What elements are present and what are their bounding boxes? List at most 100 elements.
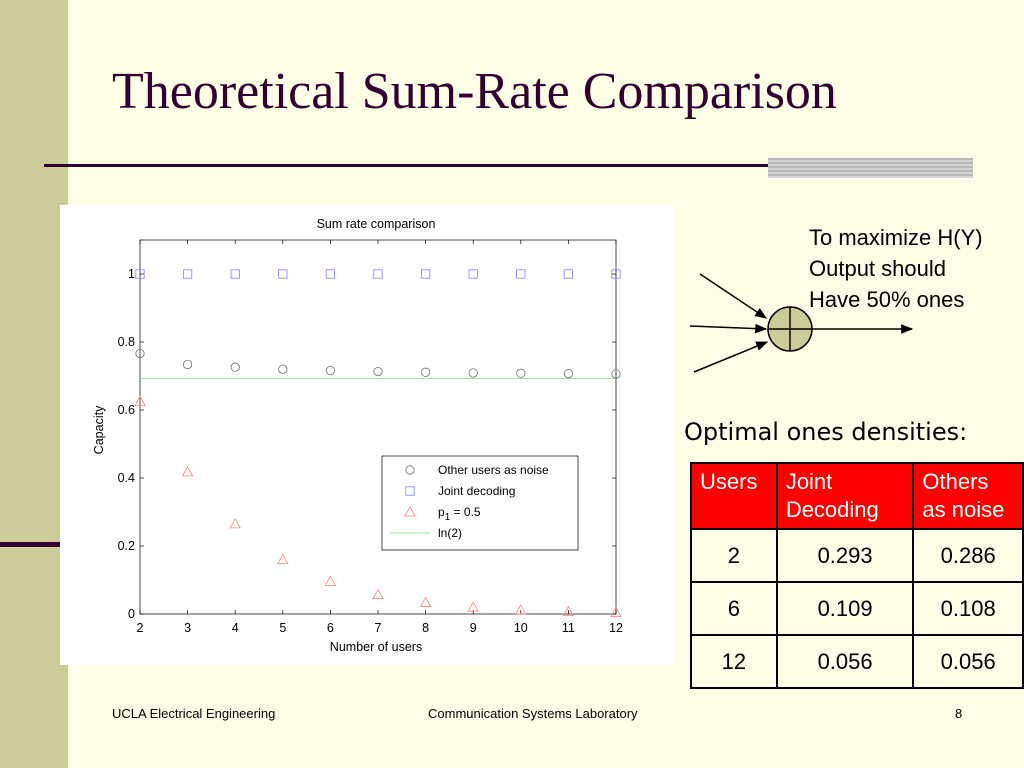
input-arrow-1	[699, 273, 767, 319]
header-others-as-noise: Others as noise	[912, 462, 1024, 530]
triangle-data-point	[229, 518, 241, 529]
square-data-point	[183, 269, 193, 279]
x-tick-label: 5	[279, 621, 286, 635]
chart-legend: Other users as noise Joint decoding p1 = 0…	[381, 455, 579, 551]
cell-others: 0.286	[912, 528, 1024, 583]
x-tick-label: 9	[470, 621, 477, 635]
chart-title: Sum rate comparison	[317, 217, 436, 231]
circle-data-point	[278, 364, 288, 374]
square-data-point	[611, 269, 621, 279]
square-data-point	[420, 269, 431, 279]
table-header-row: Users Joint Decoding Others as noise	[690, 462, 1024, 530]
x-tick-label: 12	[609, 621, 623, 635]
left-accent-bar	[0, 0, 68, 768]
plot-area	[139, 239, 617, 615]
cell-joint: 0.293	[775, 528, 915, 583]
x-tick-label: 4	[232, 621, 239, 635]
x-tick-label: 10	[514, 621, 528, 635]
legend-label: ln(2)	[438, 526, 462, 540]
square-data-point	[135, 269, 145, 279]
square-data-point	[516, 269, 526, 279]
title-accent-bar	[768, 158, 973, 178]
input-arrow-3	[693, 341, 769, 373]
header-joint-line1: Joint	[785, 469, 833, 494]
legend-label: p1 = 0.5	[438, 505, 481, 523]
triangle-data-point	[419, 596, 432, 607]
cell-others: 0.056	[912, 634, 1024, 689]
circle-data-point	[468, 368, 478, 378]
note-line: Output should	[809, 256, 946, 281]
note-line: To maximize H(Y)	[809, 225, 983, 250]
triangle-data-point	[324, 575, 337, 586]
y-tick-label: 0.4	[118, 471, 135, 485]
summing-node-diagram	[689, 273, 914, 373]
table-row: 12 0.056 0.056	[690, 634, 1024, 689]
chart-figure: Sum rate comparison 2 3 4 5 6 7 8 9 10 11 12 0 0.2 0.…	[60, 205, 674, 665]
maximize-note: To maximize H(Y) Output should Have 50% …	[809, 222, 1024, 315]
footer-center: Communication Systems Laboratory	[428, 706, 638, 721]
square-data-point	[325, 269, 336, 279]
square-data-point	[230, 269, 240, 279]
triangle-data-point	[562, 605, 575, 617]
triangle-data-point	[515, 604, 527, 615]
y-tick-label: 0.8	[118, 335, 135, 349]
square-data-point	[278, 269, 288, 279]
legend-box	[381, 455, 579, 551]
circle-data-point	[135, 348, 145, 359]
cell-users: 2	[690, 528, 778, 583]
triangle-data-point	[610, 606, 622, 618]
cell-others: 0.108	[912, 581, 1024, 636]
input-arrow-2	[689, 323, 768, 334]
circle-data-point	[563, 369, 573, 379]
header-users: Users	[690, 462, 778, 530]
triangle-data-point	[134, 395, 146, 406]
legend-circle-swatch	[405, 465, 415, 475]
cell-joint: 0.056	[775, 634, 915, 689]
legend-label: Other users as noise	[438, 463, 549, 477]
y-tick-label: 1	[128, 267, 135, 281]
y-tick-label: 0.2	[118, 539, 135, 553]
note-line: Have 50% ones	[809, 287, 965, 312]
title-underline	[44, 164, 774, 167]
x-axis-label: Number of users	[330, 640, 422, 654]
triangle-data-point	[372, 588, 384, 600]
x-tick-label: 2	[137, 621, 144, 635]
table-title: Optimal ones densities:	[684, 418, 968, 446]
circle-data-point	[373, 366, 383, 377]
data-markers	[134, 269, 622, 618]
circle-data-point	[420, 367, 431, 377]
triangle-data-point	[467, 601, 479, 612]
cell-users: 6	[690, 581, 778, 636]
square-data-point	[563, 269, 574, 279]
cell-joint: 0.109	[775, 581, 915, 636]
legend-square-swatch	[405, 486, 415, 496]
sum-rate-chart: Sum rate comparison 2 3 4 5 6 7 8 9 10 11 12 0 0.2 0.…	[92, 217, 623, 654]
y-tick-label: 0	[128, 607, 135, 621]
square-data-point	[373, 269, 383, 279]
header-others-line2: as noise	[922, 497, 1005, 522]
header-users-text: Users	[700, 469, 758, 494]
axis-ticks: 2 3 4 5 6 7 8 9 10 11 12 0 0.2 0.4 0.6 0.8 1	[118, 240, 623, 635]
footer-left: UCLA Electrical Engineering	[112, 706, 276, 721]
x-tick-label: 8	[422, 621, 429, 635]
table-row: 6 0.109 0.108	[690, 581, 1024, 636]
slide-number: 8	[955, 706, 963, 721]
x-tick-label: 11	[562, 621, 575, 635]
header-others-line1: Others	[922, 469, 989, 494]
header-joint-line2: Decoding	[785, 497, 879, 522]
circle-data-point	[325, 365, 335, 376]
triangle-data-point	[181, 466, 194, 477]
slide-title: Theoretical Sum-Rate Comparison	[112, 63, 837, 120]
x-tick-label: 6	[327, 621, 334, 635]
circle-data-point	[516, 368, 526, 378]
x-tick-label: 7	[375, 621, 382, 635]
header-joint-decoding: Joint Decoding	[775, 462, 915, 530]
table-row: 2 0.293 0.286	[690, 528, 1024, 583]
cell-users: 12	[690, 634, 778, 689]
circle-data-point	[183, 359, 193, 370]
left-bar-divider	[0, 542, 68, 547]
square-data-point	[468, 269, 478, 279]
legend-label: Joint decoding	[438, 484, 515, 498]
ones-density-table: Users Joint Decoding Others as noise 2 0…	[690, 462, 1024, 689]
x-tick-label: 3	[184, 621, 191, 635]
